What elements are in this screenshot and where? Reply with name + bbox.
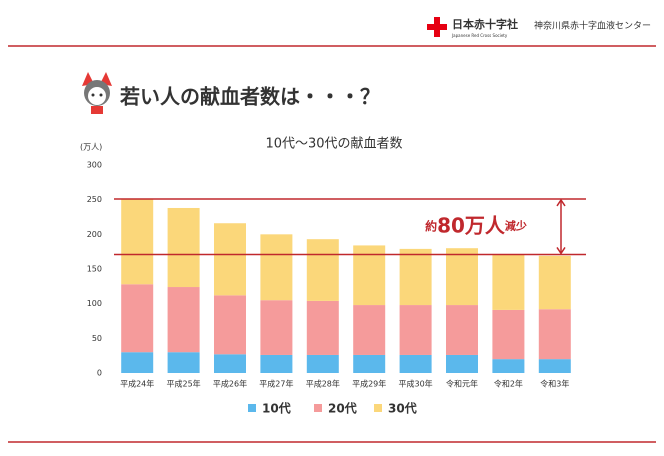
y-tick-label: 150 bbox=[87, 265, 102, 274]
x-tick-label: 平成27年 bbox=[259, 379, 293, 389]
y-tick-label: 0 bbox=[97, 369, 102, 378]
annotation: 約80万人減少 bbox=[425, 213, 527, 237]
x-tick-label: 平成29年 bbox=[352, 379, 386, 389]
bar-segment bbox=[353, 354, 386, 373]
y-unit: (万人) bbox=[80, 143, 102, 152]
x-tick-label: 平成30年 bbox=[399, 379, 433, 389]
chart-title: 10代～30代の献血者数 bbox=[265, 137, 402, 152]
bar-segment bbox=[167, 207, 200, 288]
org-name-en: Japanese Red Cross Society bbox=[451, 33, 508, 38]
bar-segment bbox=[167, 352, 200, 373]
x-tick-label: 平成26年 bbox=[213, 379, 247, 389]
y-tick-label: 250 bbox=[87, 195, 102, 204]
mascot-icon bbox=[82, 72, 112, 114]
legend-swatch bbox=[374, 404, 382, 412]
x-tick-label: 平成28年 bbox=[306, 379, 340, 389]
bar-segment bbox=[492, 309, 525, 360]
annotation-prefix: 約 bbox=[425, 218, 437, 233]
arrow-head-down bbox=[556, 247, 566, 255]
bar-segment bbox=[446, 305, 478, 355]
x-tick-label: 平成24年 bbox=[120, 379, 154, 389]
x-tick-label: 令和3年 bbox=[540, 379, 569, 389]
center-name: 神奈川県赤十字血液センター bbox=[534, 20, 651, 32]
bar-segment bbox=[492, 254, 525, 310]
x-tick-label: 平成25年 bbox=[167, 379, 201, 389]
bar-segment bbox=[353, 245, 386, 306]
bar-segment bbox=[260, 300, 293, 355]
bar-segment bbox=[306, 354, 339, 373]
annotation-main: 80万人 bbox=[437, 213, 506, 237]
x-tick-label: 令和元年 bbox=[446, 379, 478, 389]
y-tick-label: 50 bbox=[92, 334, 102, 343]
bar-segment bbox=[538, 255, 571, 310]
bar-segment bbox=[399, 305, 432, 355]
legend-label: 20代 bbox=[328, 401, 357, 416]
bar-segment bbox=[492, 359, 525, 373]
annotation-suffix: 減少 bbox=[505, 219, 527, 233]
slide-title: 若い人の献血者数は・・・？ bbox=[119, 85, 380, 109]
bar-segment bbox=[353, 305, 386, 355]
legend-label: 10代 bbox=[262, 401, 291, 416]
org-name: 日本赤十字社 bbox=[452, 17, 518, 31]
bar-segment bbox=[214, 223, 246, 296]
bar-segment bbox=[121, 352, 154, 373]
bar-segment bbox=[214, 295, 246, 355]
y-tick-label: 100 bbox=[87, 299, 102, 308]
bar-segment bbox=[399, 354, 432, 373]
bar-segment bbox=[306, 300, 339, 355]
legend-swatch bbox=[314, 404, 322, 412]
bar-segment bbox=[399, 248, 432, 306]
y-tick-label: 200 bbox=[87, 230, 102, 239]
arrow-head-up bbox=[556, 198, 566, 207]
bar-segment bbox=[260, 234, 293, 301]
legend-swatch bbox=[248, 404, 256, 412]
logo-cross bbox=[427, 17, 447, 37]
y-tick-label: 300 bbox=[87, 161, 102, 170]
legend-label: 30代 bbox=[388, 401, 417, 416]
bar-segment bbox=[538, 309, 571, 360]
bar-segment bbox=[446, 248, 478, 306]
bar-segment bbox=[260, 354, 293, 373]
bar-segment bbox=[538, 359, 571, 373]
bar-segment bbox=[306, 239, 339, 301]
bar-segment bbox=[121, 284, 154, 353]
bar-segment bbox=[167, 287, 200, 353]
x-tick-label: 令和2年 bbox=[494, 379, 523, 389]
bar-segment bbox=[121, 198, 154, 285]
bar-segment bbox=[214, 354, 246, 373]
bar-segment bbox=[446, 354, 478, 373]
